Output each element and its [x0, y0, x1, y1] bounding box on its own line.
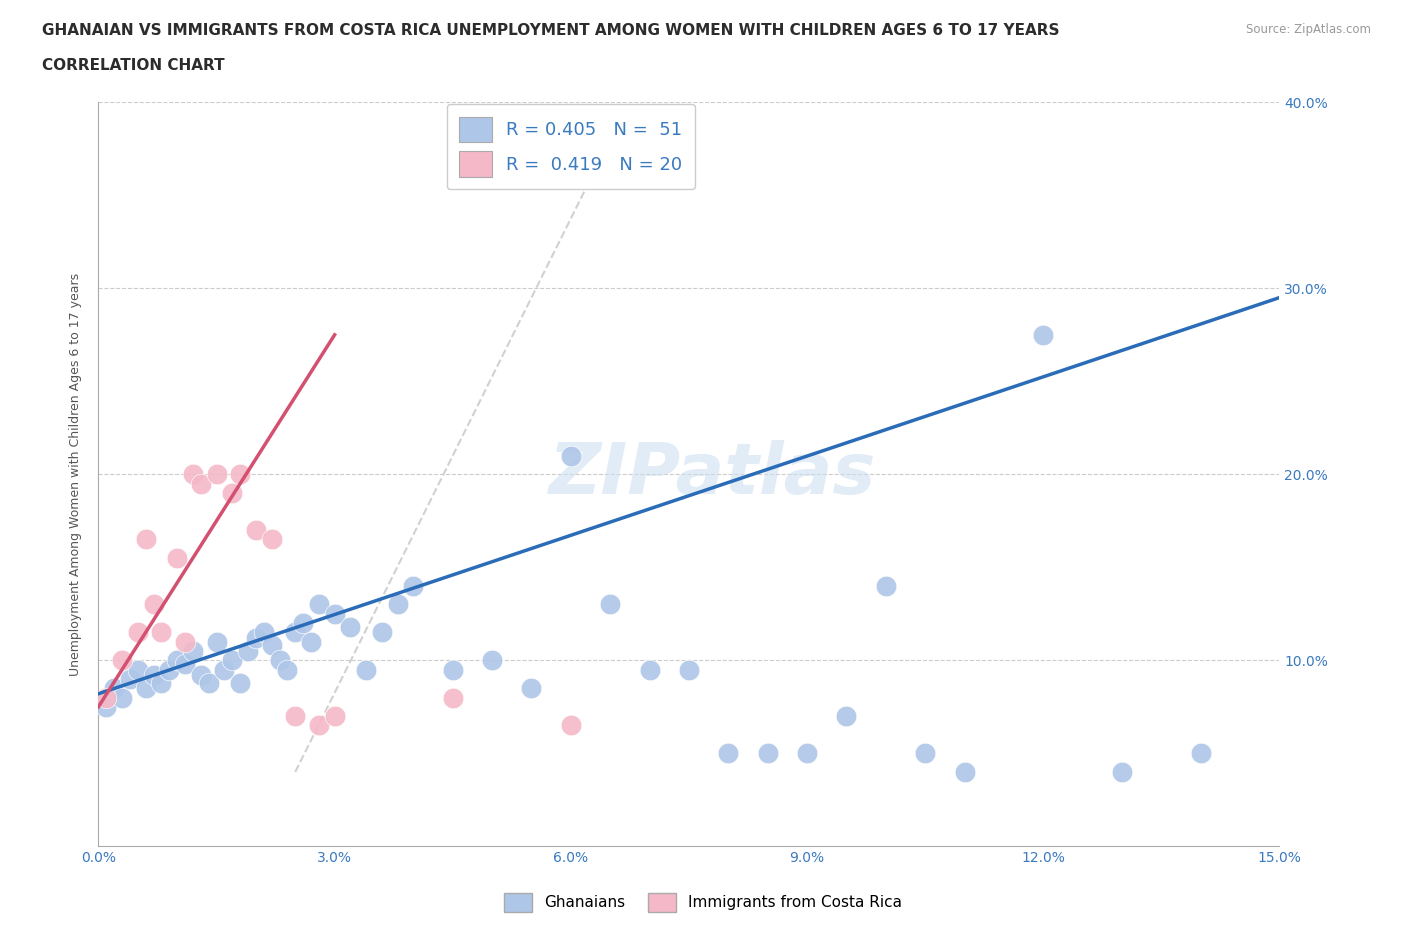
Point	[756, 746, 779, 761]
Point	[717, 746, 740, 761]
Point	[269, 653, 291, 668]
Point	[560, 718, 582, 733]
Point	[441, 662, 464, 677]
Point	[197, 675, 219, 690]
Point	[245, 523, 267, 538]
Point	[221, 485, 243, 500]
Point	[835, 709, 858, 724]
Point	[354, 662, 377, 677]
Point	[441, 690, 464, 705]
Point	[181, 467, 204, 482]
Point	[214, 662, 236, 677]
Point	[796, 746, 818, 761]
Point	[260, 638, 283, 653]
Point	[1111, 764, 1133, 779]
Point	[142, 668, 165, 683]
Point	[339, 619, 361, 634]
Point	[142, 597, 165, 612]
Point	[292, 616, 315, 631]
Point	[875, 578, 897, 593]
Point	[174, 634, 197, 649]
Point	[323, 606, 346, 621]
Point	[284, 625, 307, 640]
Point	[96, 690, 118, 705]
Point	[560, 448, 582, 463]
Legend: Ghanaians, Immigrants from Costa Rica: Ghanaians, Immigrants from Costa Rica	[498, 887, 908, 918]
Point	[127, 625, 149, 640]
Point	[245, 631, 267, 645]
Legend: R = 0.405   N =  51, R =  0.419   N = 20: R = 0.405 N = 51, R = 0.419 N = 20	[447, 104, 695, 190]
Point	[181, 644, 204, 658]
Point	[953, 764, 976, 779]
Point	[323, 709, 346, 724]
Point	[638, 662, 661, 677]
Point	[481, 653, 503, 668]
Point	[135, 681, 157, 696]
Point	[599, 597, 621, 612]
Point	[308, 718, 330, 733]
Point	[260, 532, 283, 547]
Point	[221, 653, 243, 668]
Point	[205, 634, 228, 649]
Point	[276, 662, 298, 677]
Y-axis label: Unemployment Among Women with Children Ages 6 to 17 years: Unemployment Among Women with Children A…	[69, 272, 83, 676]
Point	[387, 597, 409, 612]
Point	[253, 625, 276, 640]
Point	[111, 653, 134, 668]
Point	[166, 653, 188, 668]
Point	[308, 597, 330, 612]
Text: CORRELATION CHART: CORRELATION CHART	[42, 58, 225, 73]
Point	[229, 675, 252, 690]
Point	[150, 625, 173, 640]
Text: Source: ZipAtlas.com: Source: ZipAtlas.com	[1246, 23, 1371, 36]
Point	[190, 476, 212, 491]
Point	[678, 662, 700, 677]
Point	[1189, 746, 1212, 761]
Point	[236, 644, 259, 658]
Text: ZIPatlas: ZIPatlas	[548, 440, 876, 509]
Point	[914, 746, 936, 761]
Text: GHANAIAN VS IMMIGRANTS FROM COSTA RICA UNEMPLOYMENT AMONG WOMEN WITH CHILDREN AG: GHANAIAN VS IMMIGRANTS FROM COSTA RICA U…	[42, 23, 1060, 38]
Point	[284, 709, 307, 724]
Point	[174, 657, 197, 671]
Point	[157, 662, 180, 677]
Point	[127, 662, 149, 677]
Point	[150, 675, 173, 690]
Point	[229, 467, 252, 482]
Point	[135, 532, 157, 547]
Point	[520, 681, 543, 696]
Point	[371, 625, 394, 640]
Point	[190, 668, 212, 683]
Point	[96, 699, 118, 714]
Point	[205, 467, 228, 482]
Point	[103, 681, 125, 696]
Point	[402, 578, 425, 593]
Point	[1032, 327, 1054, 342]
Point	[111, 690, 134, 705]
Point	[166, 551, 188, 565]
Point	[299, 634, 322, 649]
Point	[118, 671, 141, 686]
